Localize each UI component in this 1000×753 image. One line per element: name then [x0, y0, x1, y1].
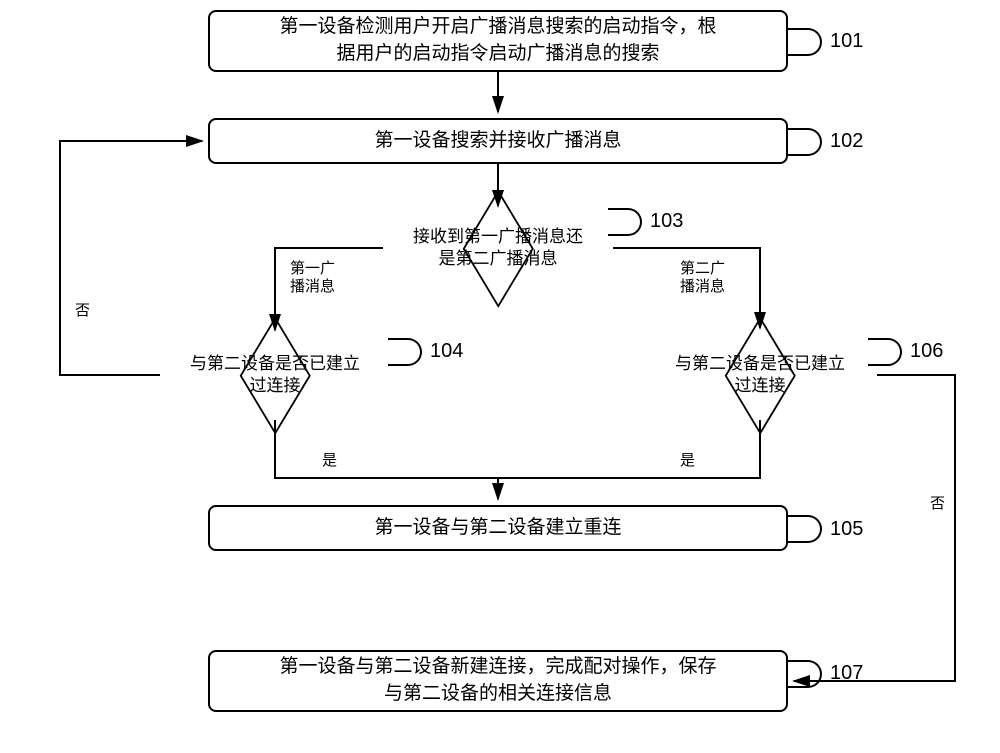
step-label-104: 104: [430, 340, 463, 363]
step-label-102: 102: [830, 130, 863, 153]
decision-103: 接收到第一广播消息还是第二广播消息: [380, 203, 616, 294]
edge-label-106-no: 否: [930, 495, 945, 513]
label-hook-105: [788, 515, 822, 543]
edge-label-104-no: 否: [75, 302, 90, 320]
label-hook-102: [788, 128, 822, 156]
decision-103-text: 接收到第一广播消息还是第二广播消息: [380, 203, 616, 294]
label-hook-101: [788, 28, 822, 56]
process-box-101: 第一设备检测用户开启广播消息搜索的启动指令，根据用户的启动指令启动广播消息的搜索: [208, 10, 788, 72]
edge-label-second-broadcast: 第二广播消息: [680, 260, 725, 296]
process-box-105: 第一设备与第二设备建立重连: [208, 505, 788, 551]
decision-106: 与第二设备是否已建立过连接: [641, 330, 880, 421]
process-box-107: 第一设备与第二设备新建连接，完成配对操作，保存与第二设备的相关连接信息: [208, 650, 788, 712]
process-box-102: 第一设备搜索并接收广播消息: [208, 118, 788, 164]
decision-104-text: 与第二设备是否已建立过连接: [159, 330, 392, 421]
step-label-106: 106: [910, 340, 943, 363]
step-label-101: 101: [830, 30, 863, 53]
step-label-103: 103: [650, 210, 683, 233]
edge-label-first-broadcast: 第一广播消息: [290, 260, 335, 296]
decision-104: 与第二设备是否已建立过连接: [159, 330, 392, 421]
label-hook-104: [388, 338, 422, 366]
step-label-107: 107: [830, 662, 863, 685]
step-label-105: 105: [830, 518, 863, 541]
edge-label-106-yes: 是: [680, 452, 695, 470]
edge-label-104-yes: 是: [322, 452, 337, 470]
label-hook-107: [788, 660, 822, 688]
decision-106-text: 与第二设备是否已建立过连接: [641, 330, 880, 421]
